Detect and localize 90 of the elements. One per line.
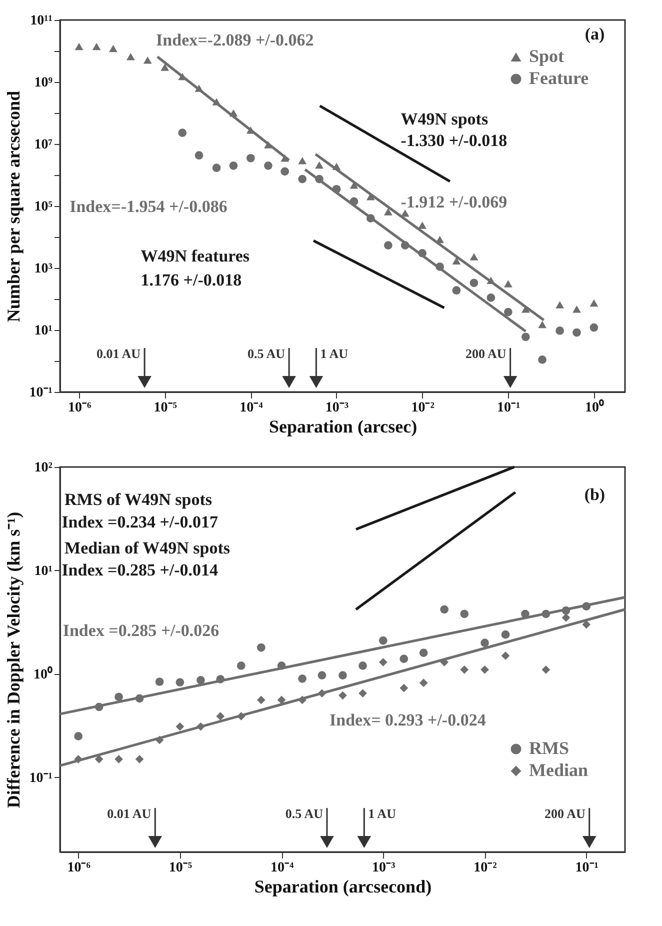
point (114, 754, 123, 764)
y-tick-label: 10⁹ (34, 76, 52, 90)
ref-line-label: 0.5 AU (247, 346, 286, 361)
x-tick-label: 10⁻¹ (497, 400, 520, 416)
point (216, 712, 225, 720)
annotation: Index =0.234 +/-0.017 (62, 512, 219, 532)
annotation: Index= 0.293 +/-0.024 (330, 710, 486, 730)
annotation: W49N spots (400, 109, 488, 128)
point (318, 671, 326, 680)
y-tick-label: 10⁻¹ (29, 770, 52, 786)
x-tick-label: 10⁻² (474, 860, 497, 876)
x-axis-title: Separation (arcsecond) (254, 876, 432, 896)
point (176, 678, 184, 686)
legend-label: Spot (529, 46, 564, 66)
y-tick-label: 10⁵ (34, 200, 52, 214)
point (501, 652, 510, 660)
point (582, 620, 591, 629)
point (419, 648, 428, 657)
point (277, 696, 286, 704)
y-tick-label: 10⁰ (34, 665, 52, 682)
annotation: Index=-1.954 +/-0.086 (70, 197, 228, 216)
x-tick-label: 10⁻⁵ (168, 860, 192, 876)
y-tick-label: 10¹ (34, 324, 52, 338)
annotation: W49N features (140, 246, 250, 266)
y-tick-label: 10² (34, 460, 52, 476)
y-axis-title: Number per square arcsecond (3, 90, 24, 322)
point (114, 692, 123, 702)
annotation: (b) (584, 485, 606, 504)
point (176, 722, 184, 731)
point (338, 671, 347, 680)
x-tick-label: 10⁻² (411, 400, 434, 416)
x-tick-label: 10⁻⁴ (270, 860, 294, 876)
legend-label: RMS (529, 738, 569, 758)
point (338, 691, 347, 700)
x-axis-title: Separation (arcsec) (268, 416, 418, 436)
point (378, 658, 388, 666)
annotation: -1.330 +/-0.018 (400, 130, 508, 150)
point (378, 636, 388, 645)
ref-line-label: 0.01 AU (107, 806, 152, 821)
x-tick-label: 10⁻⁵ (154, 400, 177, 416)
point (298, 674, 306, 683)
y-tick-label: 10⁻¹ (29, 386, 52, 400)
y-axis-title: Difference in Doppler Velocity (km s⁻¹) (3, 512, 24, 808)
x-tick-label: 10⁻⁶ (68, 400, 92, 416)
point (460, 665, 469, 674)
ref-line-label: 0.5 AU (285, 806, 324, 821)
point (542, 665, 550, 674)
x-tick-label: 10⁻⁶ (67, 860, 90, 876)
y-tick-label: 10¹¹ (30, 14, 52, 28)
y-tick-label: 10⁷ (34, 138, 52, 152)
annotation: Median of W49N spots (64, 538, 230, 558)
point (236, 662, 246, 670)
x-tick-label: 10⁻¹ (575, 860, 598, 876)
annotation: (a) (584, 24, 605, 44)
ref-line-label: 1 AU (368, 806, 397, 821)
point (400, 684, 408, 692)
x-tick-label: 10⁰ (584, 398, 604, 416)
y-tick-label: 10¹ (34, 564, 52, 579)
point (480, 665, 489, 674)
annotation: RMS of W49N spots (64, 490, 212, 510)
point (501, 630, 510, 639)
point (135, 754, 144, 764)
ref-line-label: 0.01 AU (96, 346, 142, 361)
annotation: -1.912 +/-0.069 (400, 192, 508, 212)
point (256, 643, 266, 652)
x-tick-label: 10⁻³ (325, 400, 349, 416)
point (358, 662, 367, 670)
point (94, 754, 104, 764)
annotation: Index =0.285 +/-0.014 (62, 560, 219, 580)
x-tick-label: 10⁻⁴ (240, 400, 264, 416)
point (480, 638, 489, 647)
point (74, 732, 83, 740)
x-tick-label: 10⁻³ (372, 860, 396, 876)
legend-label: Feature (529, 68, 589, 88)
ref-line-label: 200 AU (544, 806, 586, 821)
point (256, 696, 266, 704)
point (419, 678, 428, 688)
ref-line-label: 200 AU (465, 346, 507, 361)
annotation: Index =0.285 +/-0.026 (62, 621, 220, 640)
annotation: Index=-2.089 +/-0.062 (156, 30, 314, 50)
point (440, 605, 449, 614)
ref-line-label: 1 AU (320, 346, 349, 361)
y-tick-label: 10³ (34, 262, 52, 276)
point (196, 676, 205, 684)
point (358, 689, 367, 698)
legend-label: Median (529, 760, 588, 780)
point (460, 610, 469, 618)
point (155, 678, 164, 686)
point (400, 654, 408, 663)
annotation: 1.176 +/-0.018 (140, 270, 242, 290)
